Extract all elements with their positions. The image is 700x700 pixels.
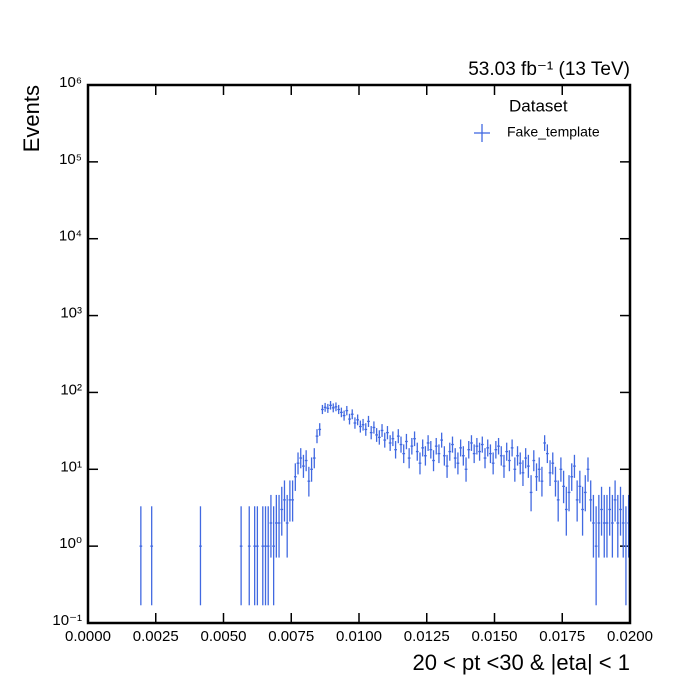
x-tick-label: 0.0075 (268, 628, 314, 645)
x-axis-label: 20 < pt <30 & |eta| < 1 (412, 650, 630, 675)
chart-title: 53.03 fb⁻¹ (13 TeV) (468, 59, 630, 80)
y-axis-label: Events (19, 85, 44, 152)
x-tick-label: 0.0175 (539, 628, 585, 645)
y-tick-label: 10³ (60, 305, 82, 322)
y-tick-label: 10⁴ (59, 228, 82, 245)
x-tick-label: 0.0100 (336, 628, 382, 645)
legend-title: Dataset (509, 96, 568, 115)
x-tick-label: 0.0200 (607, 628, 653, 645)
x-tick-label: 0.0000 (65, 628, 111, 645)
x-tick-label: 0.0125 (404, 628, 450, 645)
legend-label: Fake_template (507, 124, 600, 140)
y-tick-label: 10⁰ (59, 535, 82, 552)
y-tick-label: 10⁻¹ (52, 612, 82, 629)
plot-frame (86, 83, 632, 625)
x-tick-label: 0.0050 (201, 628, 247, 645)
y-tick-label: 10⁶ (59, 74, 82, 91)
y-tick-label: 10² (60, 381, 82, 398)
x-tick-label: 0.0150 (472, 628, 518, 645)
y-tick-label: 10¹ (60, 458, 82, 475)
x-tick-label: 0.0025 (133, 628, 179, 645)
y-tick-label: 10⁵ (59, 151, 82, 168)
